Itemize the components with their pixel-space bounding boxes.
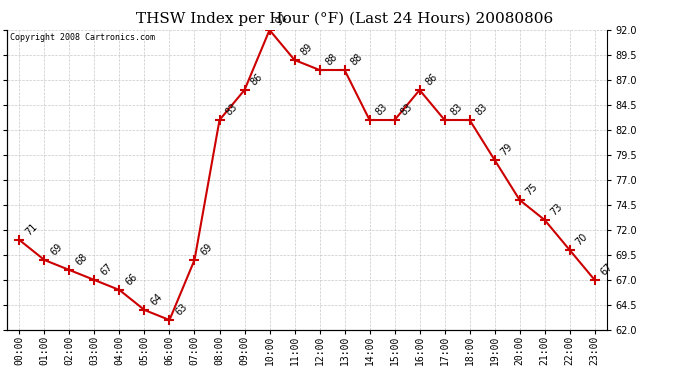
Text: 88: 88 <box>348 51 364 67</box>
Text: 83: 83 <box>399 102 415 117</box>
Text: 71: 71 <box>23 221 39 237</box>
Text: THSW Index per Hour (°F) (Last 24 Hours) 20080806: THSW Index per Hour (°F) (Last 24 Hours)… <box>137 11 553 26</box>
Text: 67: 67 <box>599 261 615 277</box>
Text: 67: 67 <box>99 261 115 277</box>
Text: 83: 83 <box>448 102 464 117</box>
Text: 92: 92 <box>274 11 290 27</box>
Text: 75: 75 <box>524 181 540 197</box>
Text: 69: 69 <box>48 242 64 257</box>
Text: 88: 88 <box>324 51 339 67</box>
Text: 79: 79 <box>499 141 515 157</box>
Text: 89: 89 <box>299 42 315 57</box>
Text: 83: 83 <box>474 102 489 117</box>
Text: 73: 73 <box>549 201 564 217</box>
Text: 70: 70 <box>574 231 590 247</box>
Text: 86: 86 <box>424 72 440 87</box>
Text: 64: 64 <box>148 291 164 307</box>
Text: 69: 69 <box>199 242 215 257</box>
Text: Copyright 2008 Cartronics.com: Copyright 2008 Cartronics.com <box>10 33 155 42</box>
Text: 83: 83 <box>224 102 239 117</box>
Text: 66: 66 <box>124 272 139 287</box>
Text: 86: 86 <box>248 72 264 87</box>
Text: 68: 68 <box>74 252 89 267</box>
Text: 83: 83 <box>374 102 389 117</box>
Text: 63: 63 <box>174 302 189 317</box>
